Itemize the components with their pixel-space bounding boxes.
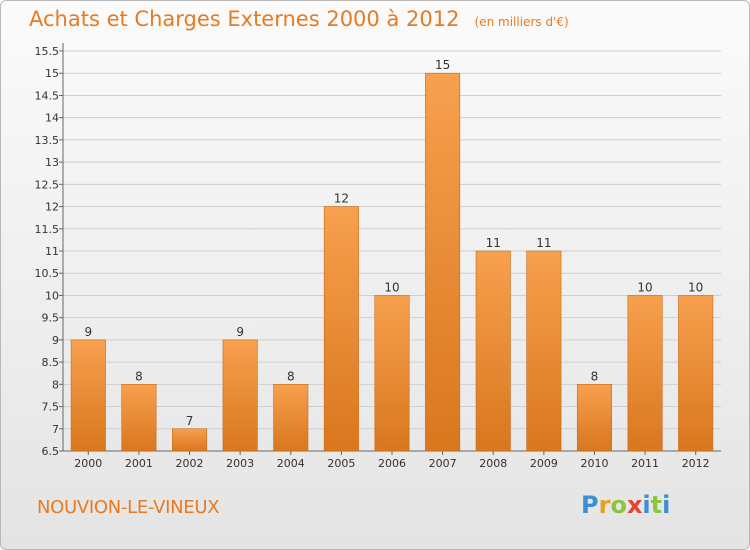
chart-unit: (en milliers d'€)	[474, 15, 569, 29]
bar-2008	[475, 250, 511, 452]
y-tick-label: 10.5	[35, 267, 60, 280]
value-label-2012: 10	[688, 280, 703, 294]
x-tick-label-2005: 2005	[327, 457, 355, 470]
bar-2009	[526, 250, 562, 452]
y-tick-label: 14	[45, 112, 59, 125]
bar-2006	[374, 295, 410, 452]
x-tick-label-2003: 2003	[226, 457, 254, 470]
x-tick-label-2001: 2001	[125, 457, 153, 470]
value-label-2010: 8	[591, 369, 599, 383]
logo-letter: x	[626, 491, 643, 519]
logo-letter: r	[598, 491, 611, 519]
x-tick-label-2010: 2010	[580, 457, 608, 470]
y-tick-label: 6.5	[42, 445, 60, 458]
x-tick-label-2012: 2012	[682, 457, 710, 470]
y-tick-label: 9.5	[42, 312, 60, 325]
x-tick-label-2006: 2006	[378, 457, 406, 470]
x-tick-label-2002: 2002	[176, 457, 204, 470]
bar-2011	[627, 295, 663, 452]
bar-2004	[273, 384, 309, 452]
logo-letter: P	[581, 491, 599, 519]
y-tick-label: 12	[45, 201, 59, 214]
bar-2001	[121, 384, 157, 452]
logo-letter: t	[650, 491, 663, 519]
value-label-2001: 8	[135, 369, 143, 383]
bar-2007	[425, 72, 461, 452]
value-label-2009: 11	[536, 236, 551, 250]
value-label-2007: 15	[435, 58, 450, 72]
logo-letter: o	[610, 491, 627, 519]
bar-2010	[576, 384, 612, 452]
bar-2012	[678, 295, 714, 452]
logo-letter: i	[642, 491, 651, 519]
y-tick-label: 8.5	[42, 356, 60, 369]
value-label-2004: 8	[287, 369, 295, 383]
y-tick-label: 13.5	[35, 134, 60, 147]
y-tick-label: 11	[45, 245, 59, 258]
bar-2002	[172, 428, 208, 452]
value-label-2006: 10	[384, 280, 399, 294]
y-tick-label: 9	[52, 334, 59, 347]
y-tick-label: 10	[45, 289, 59, 302]
value-label-2002: 7	[186, 414, 194, 428]
x-tick-label-2007: 2007	[429, 457, 457, 470]
title-line: Achats et Charges Externes 2000 à 2012 (…	[29, 7, 569, 31]
value-label-2003: 9	[236, 325, 244, 339]
commune-name: NOUVION-LE-VINEUX	[37, 497, 220, 518]
y-tick-label: 11.5	[35, 223, 60, 236]
value-label-2005: 12	[334, 192, 349, 206]
value-label-2011: 10	[637, 280, 652, 294]
y-tick-label: 8	[52, 378, 59, 391]
value-label-2000: 9	[84, 325, 92, 339]
labels: 6.5 7 7.5 8 8.5 9 9.5 10 10.5 11 11.5 12 12.5 13 13.5 1…	[35, 45, 710, 470]
bars	[70, 72, 714, 452]
chart-title: Achats et Charges Externes 2000 à 2012	[29, 7, 460, 31]
y-tick-label: 13	[45, 156, 59, 169]
y-tick-label: 15	[45, 67, 59, 80]
x-tick-label-2000: 2000	[74, 457, 102, 470]
bar-2003	[222, 339, 258, 452]
bar-2005	[323, 206, 359, 452]
y-tick-label: 7	[52, 423, 59, 436]
logo-letter: i	[662, 491, 671, 519]
y-tick-label: 7.5	[42, 401, 60, 414]
y-tick-label: 12.5	[35, 178, 60, 191]
x-tick-label-2011: 2011	[631, 457, 659, 470]
x-tick-label-2004: 2004	[277, 457, 305, 470]
bar-2000	[70, 339, 106, 452]
value-label-2008: 11	[486, 236, 501, 250]
proxiti-logo: Proxiti	[581, 491, 670, 519]
x-tick-label-2009: 2009	[530, 457, 558, 470]
y-tick-label: 14.5	[35, 89, 60, 102]
x-tick-label-2008: 2008	[479, 457, 507, 470]
y-tick-label: 15.5	[35, 45, 60, 58]
